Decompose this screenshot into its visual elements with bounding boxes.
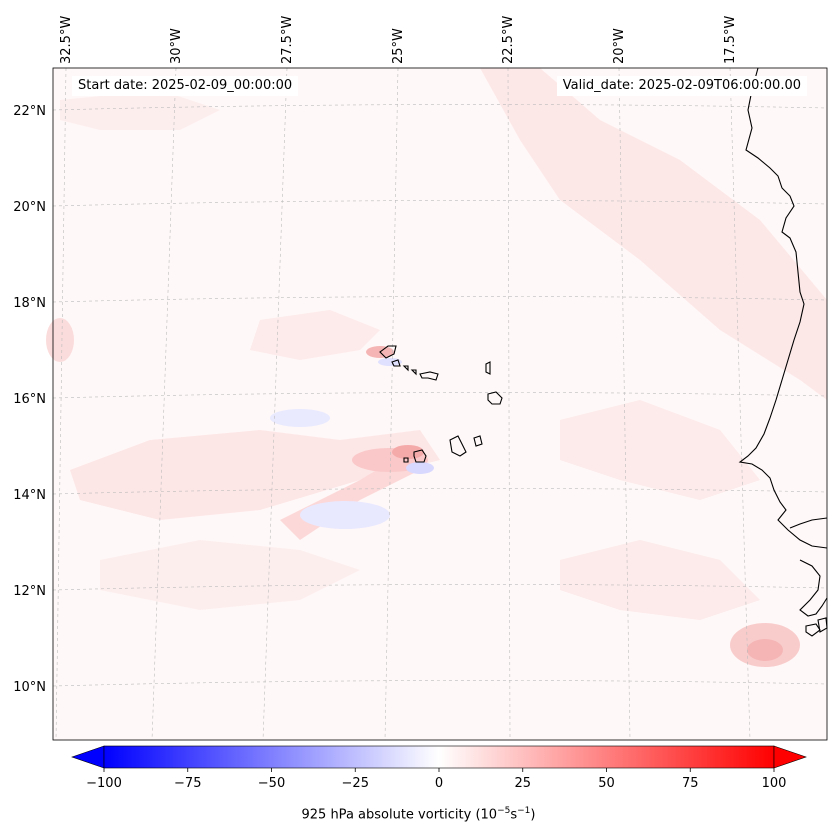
latitude-label: 14°N — [13, 488, 46, 503]
latitude-label: 18°N — [13, 296, 46, 311]
colorbar-tick-label: 0 — [435, 776, 443, 791]
graticule — [52, 67, 828, 741]
colorbar-min-extension — [71, 745, 105, 769]
latitude-labels: 22°N 20°N 18°N 16°N 14°N 12°N 10°N — [13, 104, 46, 695]
colorbar-tick-label: −25 — [342, 776, 369, 791]
colorbar-tick-label: −75 — [174, 776, 201, 791]
longitude-label: 22.5°W — [501, 16, 516, 64]
longitude-label: 27.5°W — [280, 16, 295, 64]
map-frame — [52, 67, 828, 741]
colorbar-units-close: ) — [530, 807, 536, 823]
colorbar-tick-label: 25 — [514, 776, 531, 791]
colorbar-tick-label: 50 — [598, 776, 615, 791]
colorbar-variable: 925 hPa absolute vorticity — [301, 807, 472, 823]
longitude-label: 32.5°W — [59, 16, 74, 64]
longitude-label: 20°W — [612, 28, 627, 64]
latitude-label: 20°N — [13, 200, 46, 215]
colorbar-ticks: −100 −75 −50 −25 0 25 50 75 100 — [86, 768, 786, 791]
map-panel — [46, 67, 828, 741]
colorbar-units: (10 — [475, 807, 498, 823]
latitude-label: 10°N — [13, 680, 46, 695]
colorbar-units-exponent-2: −1 — [517, 806, 531, 816]
longitude-labels: 32.5°W 30°W 27.5°W 25°W 22.5°W 20°W 17.5°W — [59, 16, 738, 64]
coastline-africa — [738, 67, 828, 637]
cape-verde-islands — [379, 345, 503, 463]
colorbar-max-extension — [773, 745, 807, 769]
colorbar-tick-label: 75 — [682, 776, 699, 791]
colorbar-tick-label: −50 — [258, 776, 285, 791]
colorbar: −100 −75 −50 −25 0 25 50 75 100 — [71, 745, 807, 791]
colorbar-tick-label: 100 — [762, 776, 787, 791]
valid-date-label: Valid_date: 2025-02-09T06:00:00.00 — [556, 76, 807, 96]
longitude-label: 17.5°W — [723, 16, 738, 64]
latitude-label: 22°N — [13, 104, 46, 119]
colorbar-units-exponent-1: −5 — [497, 806, 511, 816]
longitude-label: 25°W — [391, 28, 406, 64]
latitude-label: 12°N — [13, 584, 46, 599]
colorbar-tick-label: −100 — [86, 776, 122, 791]
map-background — [53, 68, 827, 740]
latitude-label: 16°N — [13, 392, 46, 407]
colorbar-gradient — [103, 745, 775, 769]
longitude-label: 30°W — [169, 28, 184, 64]
colorbar-title: 925 hPa absolute vorticity (10−5s−1) — [0, 806, 837, 822]
start-date-label: Start date: 2025-02-09_00:00:00 — [72, 76, 299, 96]
colorbar-units-mid: s — [510, 807, 518, 823]
